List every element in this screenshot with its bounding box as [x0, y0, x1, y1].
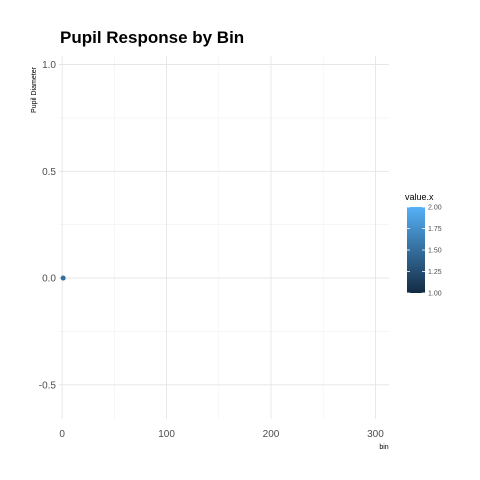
x-tick-label: 0 [59, 429, 65, 440]
y-tick-label: 0.0 [42, 274, 56, 285]
colorbar-tick-label: 1.50 [428, 248, 442, 255]
data-points [60, 275, 66, 281]
colorbar-tick-label: 1.25 [428, 269, 442, 276]
colorbar [407, 207, 425, 293]
x-axis-label: bin [379, 444, 388, 451]
colorbar-ticks: 1.00 1.25 1.50 1.75 2.00 [407, 205, 442, 298]
x-tick-label: 300 [367, 429, 384, 440]
y-tick-label: 0.5 [42, 167, 56, 178]
x-tick-label: 200 [263, 429, 280, 440]
legend: value.x 1.00 1.25 1.50 1.75 2.00 [405, 192, 442, 298]
x-tick-label: 100 [158, 429, 175, 440]
grid [59, 56, 389, 419]
colorbar-tick-label: 1.75 [428, 226, 442, 233]
colorbar-tick-label: 1.00 [428, 291, 442, 298]
y-tick-label: -0.5 [39, 380, 57, 391]
data-point [60, 275, 66, 281]
legend-title: value.x [405, 192, 434, 202]
colorbar-tick-label: 2.00 [428, 205, 442, 212]
y-axis-label: Pupil Diameter [31, 66, 38, 113]
y-axis-ticks: -0.5 0.0 0.5 1.0 [39, 60, 57, 391]
x-axis-ticks: 0 100 200 300 [59, 429, 384, 440]
y-tick-label: 1.0 [42, 60, 56, 71]
chart-title: Pupil Response by Bin [60, 28, 244, 47]
